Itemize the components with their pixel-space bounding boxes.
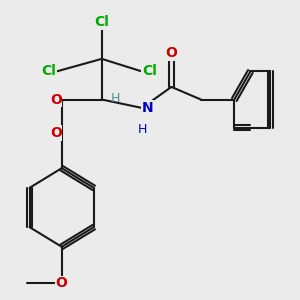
Text: O: O — [166, 46, 177, 60]
Text: H: H — [111, 92, 121, 105]
Text: O: O — [50, 126, 62, 140]
Text: H: H — [138, 123, 148, 136]
Text: N: N — [142, 101, 154, 115]
Text: Cl: Cl — [142, 64, 157, 79]
Text: O: O — [50, 92, 62, 106]
Text: O: O — [56, 276, 68, 290]
Text: Cl: Cl — [94, 15, 109, 29]
Text: Cl: Cl — [41, 64, 56, 79]
